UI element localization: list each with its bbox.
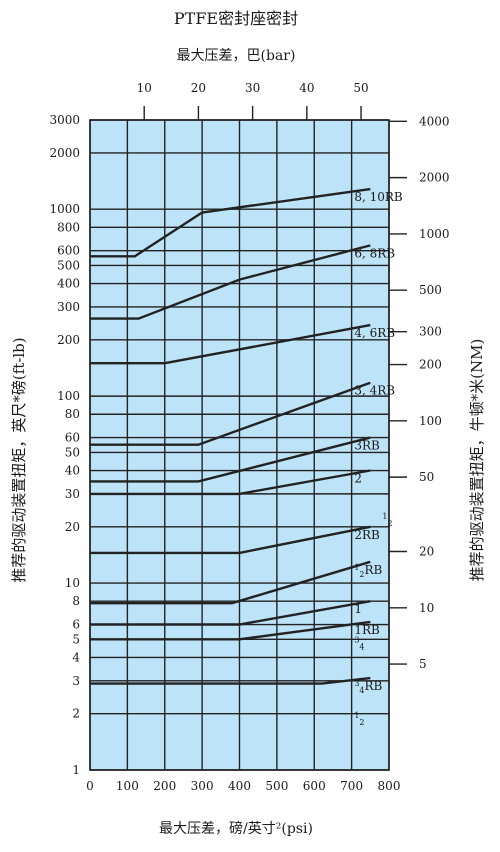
chart-title: PTFE密封座密封	[174, 9, 298, 28]
y-tick-label: 3	[72, 674, 80, 688]
series-line	[90, 676, 371, 685]
series-label: 3, 4RB	[354, 384, 395, 398]
series-label: 8, 10RB	[354, 190, 403, 204]
y-axis-label-left: 推荐的驱动装置扭矩，英尺*磅(ft-lb)	[10, 337, 28, 582]
x-tick-label: 100	[116, 779, 139, 793]
series-line	[90, 436, 371, 483]
series-line	[90, 323, 371, 365]
top-tick-label: 20	[191, 81, 206, 95]
right-tick-label: 10	[419, 601, 434, 615]
series-line	[90, 469, 371, 496]
y-tick-label: 1	[72, 763, 80, 777]
right-tick-label: 100	[419, 414, 442, 428]
y-tick-label: 2	[72, 707, 80, 721]
right-tick-label: 500	[419, 283, 442, 297]
series-line	[90, 187, 371, 258]
y-tick-label: 30	[65, 487, 80, 501]
x-tick-label: 200	[153, 779, 176, 793]
series-label: 4, 6RB	[354, 326, 395, 340]
series-layer	[90, 187, 371, 685]
y-tick-label: 4	[72, 650, 80, 664]
series-label: 1	[354, 602, 362, 616]
y-tick-label: 400	[57, 277, 80, 291]
x-tick-label: 0	[86, 779, 94, 793]
label-layer: 8, 10RB 6, 8RB 4, 6RB 3, 4RB 3RB 2 2RB 12RB 1 1RB…	[354, 190, 403, 727]
right-tick-label: 200	[419, 358, 442, 372]
series-line	[90, 381, 371, 446]
series-label: 2RB	[354, 528, 380, 542]
right-tick-label: 20	[419, 545, 434, 559]
fraction-annotation: 12	[382, 512, 392, 528]
y-tick-label: 600	[57, 244, 80, 258]
x-tick-label: 700	[340, 779, 363, 793]
y-tick-label: 3000	[49, 113, 80, 127]
y-tick-label: 800	[57, 220, 80, 234]
y-tick-label: 500	[57, 258, 80, 272]
right-tick-label: 300	[419, 325, 442, 339]
y-tick-label: 20	[65, 520, 80, 534]
fraction-annotation: 12	[354, 711, 364, 727]
x-tick-label: 600	[303, 779, 326, 793]
x-tick-label: 400	[228, 779, 251, 793]
top-tick-label: 30	[245, 81, 260, 95]
series-line	[90, 525, 371, 555]
top-axis-label: 最大压差，巴(bar)	[177, 48, 296, 64]
fraction-annotation: 34	[354, 636, 364, 652]
axis-layer: 0 100 200 300 400 500 600 700 800123456810203040…	[49, 81, 449, 793]
series-label: 6, 8RB	[354, 246, 395, 260]
top-tick-label: 10	[137, 81, 152, 95]
right-tick-label: 4000	[419, 114, 450, 128]
y-tick-label: 100	[57, 389, 80, 403]
series-line	[90, 620, 371, 641]
y-tick-label: 10	[65, 576, 80, 590]
y-tick-label: 80	[65, 407, 80, 421]
series-label: 34RB	[354, 679, 382, 695]
top-tick-label: 40	[299, 81, 314, 95]
series-line	[90, 244, 371, 320]
right-tick-label: 5	[419, 657, 427, 671]
top-tick-label: 50	[353, 81, 368, 95]
y-tick-label: 2000	[49, 146, 80, 160]
y-tick-label: 8	[72, 594, 80, 608]
y-tick-label: 40	[65, 464, 80, 478]
x-axis-label: 最大压差，磅/英寸²(psi)	[159, 820, 313, 837]
x-tick-label: 800	[378, 779, 401, 793]
right-tick-label: 50	[419, 470, 434, 484]
series-line	[90, 600, 371, 626]
right-tick-label: 2000	[419, 171, 450, 185]
y-axis-label-right: 推荐的驱动装置扭矩，牛顿*米(NM)	[468, 339, 486, 582]
series-label: 2	[354, 472, 362, 486]
y-tick-label: 300	[57, 300, 80, 314]
series-label: 1RB	[354, 623, 380, 637]
y-tick-label: 50	[65, 445, 80, 459]
series-line	[90, 560, 371, 605]
y-tick-label: 6	[72, 618, 80, 632]
series-label: 12RB	[354, 563, 382, 579]
y-tick-label: 5	[72, 632, 80, 646]
y-tick-label: 1000	[49, 202, 80, 216]
series-label: 3RB	[354, 439, 380, 453]
right-tick-label: 1000	[419, 227, 450, 241]
x-tick-label: 300	[191, 779, 214, 793]
y-tick-label: 60	[65, 431, 80, 445]
x-tick-label: 500	[265, 779, 288, 793]
y-tick-label: 200	[57, 333, 80, 347]
